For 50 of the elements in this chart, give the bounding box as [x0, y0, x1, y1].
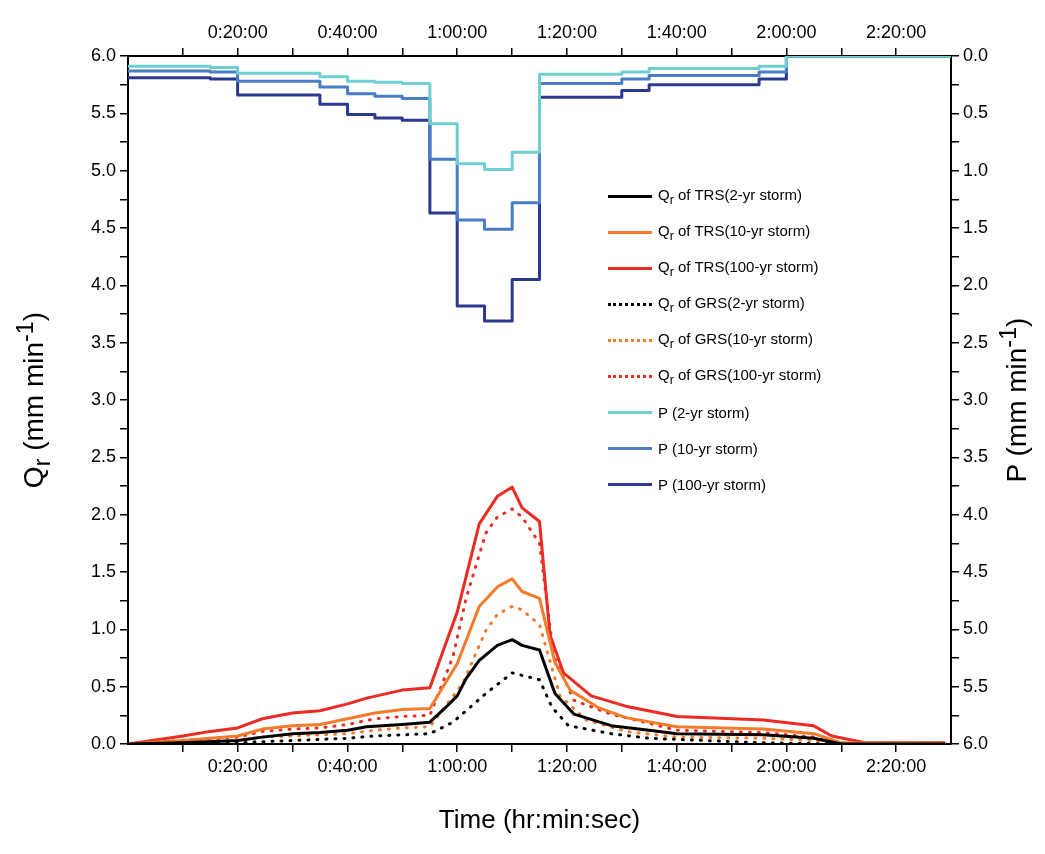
x-tick-label: 1:20:00	[536, 755, 597, 776]
y-tick-label: 2.5	[90, 446, 116, 467]
y2-tick-label: 0.5	[963, 102, 989, 123]
y2-tick-label: 1.5	[963, 216, 989, 237]
x-axis-title: Time (hr:min:sec)	[437, 804, 642, 835]
legend-label: Q$_{r}$ of GRS(100-yr storm)	[658, 365, 822, 387]
legend-label: P (2-yr storm)	[658, 403, 750, 421]
y2-tick-label: 2.5	[963, 331, 989, 352]
y2-tick-label: 3.0	[963, 388, 989, 409]
legend-label: P (100-yr storm)	[658, 475, 767, 493]
y-tick-label: 5.0	[90, 159, 116, 180]
y2-tick-label: 3.5	[963, 446, 989, 467]
x2-tick-label: 2:20:00	[866, 22, 927, 43]
y-tick-label: 0.0	[90, 732, 116, 753]
y-tick-label: 0.5	[90, 675, 116, 696]
x2-tick-label: 0:20:00	[207, 22, 268, 43]
y2-tick-label: 4.5	[963, 560, 989, 581]
legend-label: Q$_{r}$ of TRS(100-yr storm)	[658, 257, 819, 279]
x2-tick-label: 1:00:00	[427, 22, 488, 43]
legend-label: Q$_{r}$ of TRS(2-yr storm)	[658, 185, 802, 207]
legend-label: Q$_{r}$ of TRS(10-yr storm)	[658, 221, 811, 243]
y-tick-label: 2.0	[90, 503, 116, 524]
y-tick-label: 4.5	[90, 216, 116, 237]
x2-tick-label: 1:40:00	[646, 22, 707, 43]
y2-tick-label: 1.0	[963, 159, 989, 180]
y-tick-label: 4.0	[90, 274, 116, 295]
y-tick-label: 6.0	[90, 44, 116, 65]
x2-tick-label: 1:20:00	[536, 22, 597, 43]
y2-tick-label: 4.0	[963, 503, 989, 524]
y-tick-label: 1.0	[90, 618, 116, 639]
legend-label: P (10-yr storm)	[658, 439, 758, 457]
x-tick-label: 2:20:00	[866, 755, 927, 776]
x2-tick-label: 2:00:00	[756, 22, 817, 43]
y-tick-label: 1.5	[90, 560, 116, 581]
x2-tick-label: 0:40:00	[317, 22, 378, 43]
y2-tick-label: 6.0	[963, 732, 989, 753]
x-tick-label: 1:00:00	[427, 755, 488, 776]
y-tick-label: 3.5	[90, 331, 116, 352]
legend-label: Q$_{r}$ of GRS(10-yr storm)	[658, 329, 814, 351]
x-tick-label: 0:40:00	[317, 755, 378, 776]
legend-label: Q$_{r}$ of GRS(2-yr storm)	[658, 293, 805, 315]
y2-tick-label: 0.0	[963, 44, 989, 65]
y-tick-label: 3.0	[90, 388, 116, 409]
y-tick-label: 5.5	[90, 102, 116, 123]
y2-tick-label: 5.5	[963, 675, 989, 696]
x-tick-label: 2:00:00	[756, 755, 817, 776]
x-tick-label: 0:20:00	[207, 755, 268, 776]
y2-tick-label: 2.0	[963, 274, 989, 295]
x-tick-label: 1:40:00	[646, 755, 707, 776]
y2-tick-label: 5.0	[963, 618, 989, 639]
